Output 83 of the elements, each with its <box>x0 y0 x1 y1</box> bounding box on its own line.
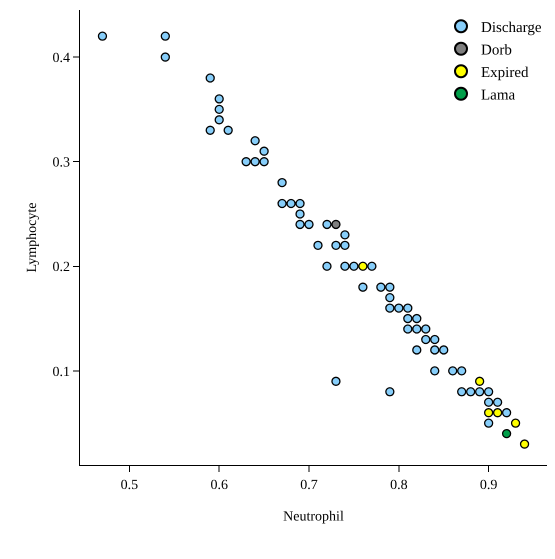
point <box>412 345 422 355</box>
x-axis-title: Neutrophil <box>283 509 344 524</box>
point <box>206 73 215 83</box>
point <box>474 387 484 396</box>
point <box>160 32 170 41</box>
point <box>250 136 260 146</box>
x-tick-label: 0.9 <box>480 478 498 493</box>
point <box>403 324 412 334</box>
point <box>160 52 170 62</box>
point <box>349 262 359 271</box>
x-tick-label: 0.8 <box>390 478 408 493</box>
point <box>385 282 394 292</box>
point <box>286 198 296 208</box>
x-tick-label: 0.5 <box>120 478 138 493</box>
y-tick-label: 0.1 <box>52 364 70 380</box>
y-axis-title: Lymphocyte <box>25 202 40 272</box>
point <box>214 94 224 104</box>
point <box>224 126 233 135</box>
point <box>340 262 350 271</box>
point <box>206 126 215 135</box>
point <box>313 240 323 250</box>
legend-label: Discharge <box>481 20 542 36</box>
point <box>412 324 422 334</box>
point <box>421 334 430 344</box>
point <box>403 303 412 313</box>
point <box>340 240 350 250</box>
point <box>385 292 394 302</box>
point <box>259 157 269 166</box>
point <box>439 345 448 355</box>
point <box>331 220 341 230</box>
point <box>484 418 494 428</box>
point <box>214 104 224 114</box>
point <box>376 282 386 292</box>
point <box>295 198 305 208</box>
point <box>457 387 466 396</box>
point <box>331 376 341 386</box>
y-tick-label: 0.3 <box>52 156 70 171</box>
point <box>250 157 260 166</box>
point <box>430 366 440 376</box>
point <box>510 418 520 428</box>
point <box>385 387 394 396</box>
point <box>277 198 287 208</box>
point <box>403 314 412 324</box>
point <box>304 220 314 230</box>
x-tick-label: 0.6 <box>210 478 228 493</box>
point <box>322 220 332 230</box>
point <box>322 262 332 271</box>
point <box>448 366 458 376</box>
point <box>520 439 530 449</box>
x-tick-label: 0.7 <box>300 478 318 493</box>
legend-label: Dorb <box>481 42 512 59</box>
point <box>358 282 368 292</box>
point <box>502 428 512 438</box>
point <box>457 366 466 376</box>
y-tick-label: 0.4 <box>52 50 70 66</box>
legend-label: Expired <box>481 65 529 82</box>
point <box>430 345 440 355</box>
point <box>466 387 476 396</box>
point <box>277 178 287 188</box>
point <box>340 230 350 240</box>
point <box>98 32 108 41</box>
point <box>358 262 368 271</box>
point <box>492 408 502 418</box>
point <box>492 398 502 407</box>
point <box>295 220 305 230</box>
point <box>331 240 341 250</box>
point <box>412 314 422 324</box>
y-tick-label: 0.2 <box>52 260 70 276</box>
point <box>394 303 404 313</box>
point <box>484 387 494 396</box>
point <box>430 334 440 344</box>
point <box>502 408 512 418</box>
point <box>474 376 484 386</box>
point <box>385 303 394 313</box>
point <box>367 262 377 271</box>
legend-label: Lama <box>481 88 516 104</box>
point <box>241 157 251 166</box>
point <box>259 146 269 156</box>
point <box>214 115 224 124</box>
point <box>295 209 305 219</box>
point <box>421 324 430 334</box>
point <box>484 408 494 418</box>
point <box>484 398 494 407</box>
